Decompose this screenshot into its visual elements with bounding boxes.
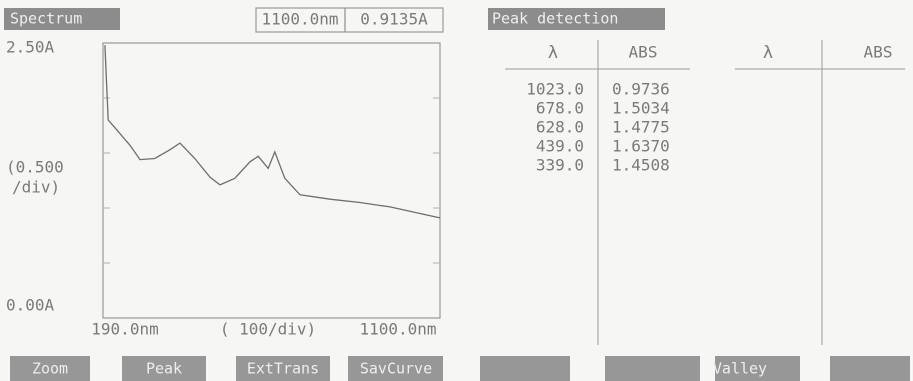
column-header: λ bbox=[548, 43, 558, 63]
column-header: λ bbox=[763, 43, 773, 63]
cell-wavelength: 1023.0 bbox=[526, 80, 584, 99]
cell-wavelength: 678.0 bbox=[536, 99, 584, 118]
column-header: ABS bbox=[629, 43, 658, 62]
y-label: (0.500 bbox=[6, 158, 64, 177]
button-label[interactable]: Valley bbox=[713, 360, 767, 378]
panel-title: Spectrum bbox=[10, 10, 82, 28]
cell-abs: 0.9736 bbox=[612, 80, 670, 99]
screen: Spectrum 1100.0nm 0.9135A 2.50A (0.500 /… bbox=[0, 0, 913, 381]
button-label[interactable]: ExtTrans bbox=[247, 360, 319, 378]
button-label[interactable]: Peak bbox=[146, 360, 182, 378]
cell-abs: 1.4775 bbox=[612, 118, 670, 137]
readout-wavelength: 1100.0nm bbox=[261, 10, 338, 29]
cell-wavelength: 339.0 bbox=[536, 156, 584, 175]
button[interactable] bbox=[830, 356, 910, 381]
button-label[interactable]: Zoom bbox=[32, 360, 68, 378]
button[interactable] bbox=[480, 356, 570, 381]
cell-abs: 1.4508 bbox=[612, 156, 670, 175]
cell-wavelength: 439.0 bbox=[536, 137, 584, 156]
x-label: ( 100/div) bbox=[220, 320, 316, 339]
button-label[interactable]: SavCurve bbox=[360, 360, 432, 378]
cell-wavelength: 628.0 bbox=[536, 118, 584, 137]
button[interactable] bbox=[605, 356, 700, 381]
cell-abs: 1.6370 bbox=[612, 137, 670, 156]
x-label: 1100.0nm bbox=[359, 320, 436, 339]
x-label: 190.0nm bbox=[91, 320, 158, 339]
panel-title: Peak detection bbox=[492, 10, 618, 28]
y-label: /div) bbox=[12, 178, 60, 197]
readout-absorbance: 0.9135A bbox=[360, 10, 428, 29]
y-label: 2.50A bbox=[6, 38, 55, 57]
cell-abs: 1.5034 bbox=[612, 99, 670, 118]
column-header: ABS bbox=[864, 43, 893, 62]
y-label: 0.00A bbox=[6, 296, 55, 315]
